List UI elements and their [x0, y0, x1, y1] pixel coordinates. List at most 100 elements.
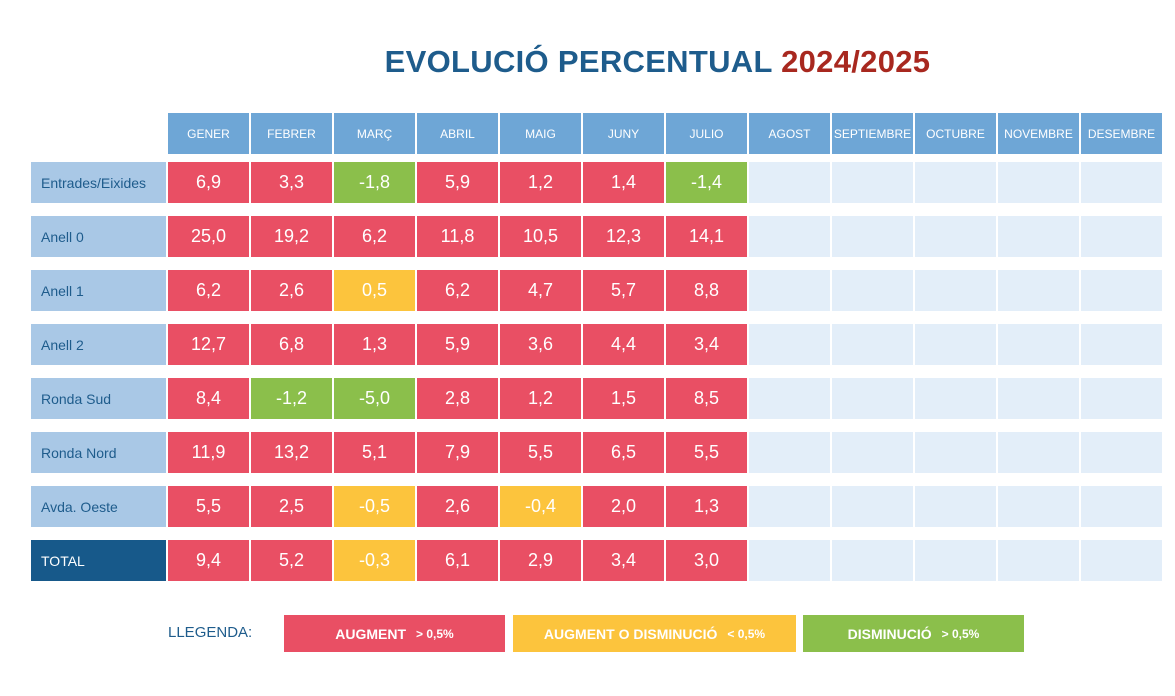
value-cell: -1,2 [251, 378, 332, 419]
value-cell: 6,8 [251, 324, 332, 365]
value-cell: 14,1 [666, 216, 747, 257]
value-cell: -0,5 [334, 486, 415, 527]
value-cell: 6,1 [417, 540, 498, 581]
legend-item-condition: > 0,5% [416, 626, 454, 641]
value-cell: 8,4 [168, 378, 249, 419]
month-header: MAIG [500, 113, 581, 154]
empty-cell [915, 432, 996, 473]
empty-cell [832, 324, 913, 365]
empty-cell [832, 378, 913, 419]
empty-cell [998, 270, 1079, 311]
empty-cell [832, 162, 913, 203]
value-cell: 1,4 [583, 162, 664, 203]
legend-item-increase: AUGMENT > 0,5% [284, 615, 505, 652]
value-cell: 10,5 [500, 216, 581, 257]
empty-cell [1081, 486, 1162, 527]
empty-cell [915, 378, 996, 419]
empty-cell [749, 216, 830, 257]
month-header: AGOST [749, 113, 830, 154]
value-cell: 6,2 [168, 270, 249, 311]
month-header: NOVEMBRE [998, 113, 1079, 154]
value-cell: 1,2 [500, 162, 581, 203]
value-cell: 8,5 [666, 378, 747, 419]
value-cell: -0,3 [334, 540, 415, 581]
empty-cell [832, 540, 913, 581]
value-cell: 2,9 [500, 540, 581, 581]
empty-cell [998, 486, 1079, 527]
empty-cell [1081, 432, 1162, 473]
value-cell: 9,4 [168, 540, 249, 581]
empty-cell [749, 162, 830, 203]
value-cell: 4,7 [500, 270, 581, 311]
empty-cell [1081, 540, 1162, 581]
legend-item-text: AUGMENT O DISMINUCIÓ [543, 625, 718, 642]
empty-cell [998, 162, 1079, 203]
empty-cell [1081, 378, 1162, 419]
month-header: JUNY [583, 113, 664, 154]
empty-cell [1081, 270, 1162, 311]
empty-cell [998, 540, 1079, 581]
empty-cell [998, 324, 1079, 365]
empty-cell [832, 432, 913, 473]
value-cell: 5,5 [500, 432, 581, 473]
value-cell: 2,5 [251, 486, 332, 527]
month-header: MARÇ [334, 113, 415, 154]
value-cell: 11,9 [168, 432, 249, 473]
legend-item-text: AUGMENT [335, 625, 407, 642]
empty-cell [1081, 324, 1162, 365]
legend-item-small-change: AUGMENT O DISMINUCIÓ < 0,5% [513, 615, 796, 652]
row-label: Entrades/Eixides [31, 162, 166, 203]
value-cell: 12,7 [168, 324, 249, 365]
value-cell: 1,3 [334, 324, 415, 365]
empty-cell [749, 432, 830, 473]
value-cell: 3,0 [666, 540, 747, 581]
value-cell: 5,2 [251, 540, 332, 581]
row-label: Avda. Oeste [31, 486, 166, 527]
legend-item-text: DISMINUCIÓ [847, 625, 932, 642]
value-cell: 5,9 [417, 162, 498, 203]
empty-cell [915, 216, 996, 257]
value-cell: -1,4 [666, 162, 747, 203]
value-cell: -0,4 [500, 486, 581, 527]
value-cell: 0,5 [334, 270, 415, 311]
value-cell: 3,4 [666, 324, 747, 365]
empty-cell [832, 270, 913, 311]
empty-cell [915, 540, 996, 581]
empty-cell [1081, 162, 1162, 203]
chart-title: EVOLUCIÓ PERCENTUAL 2024/2025 [0, 44, 1175, 80]
row-label: Anell 2 [31, 324, 166, 365]
legend-item-condition: < 0,5% [727, 626, 766, 641]
value-cell: 2,6 [417, 486, 498, 527]
value-cell: 5,5 [666, 432, 747, 473]
total-row-label: TOTAL [31, 540, 166, 581]
value-cell: 3,3 [251, 162, 332, 203]
month-header: OCTUBRE [915, 113, 996, 154]
empty-cell [832, 486, 913, 527]
value-cell: -5,0 [334, 378, 415, 419]
value-cell: 2,0 [583, 486, 664, 527]
value-cell: 25,0 [168, 216, 249, 257]
row-label: Ronda Nord [31, 432, 166, 473]
empty-cell [749, 486, 830, 527]
value-cell: 8,8 [666, 270, 747, 311]
value-cell: 13,2 [251, 432, 332, 473]
legend-item-condition: > 0,5% [941, 626, 980, 641]
month-header: FEBRER [251, 113, 332, 154]
row-label: Anell 1 [31, 270, 166, 311]
empty-cell [915, 324, 996, 365]
value-cell: 12,3 [583, 216, 664, 257]
value-cell: 2,8 [417, 378, 498, 419]
row-label: Anell 0 [31, 216, 166, 257]
legend-item-decrease: DISMINUCIÓ > 0,5% [803, 615, 1024, 652]
value-cell: 6,2 [417, 270, 498, 311]
month-header: GENER [168, 113, 249, 154]
value-cell: 3,6 [500, 324, 581, 365]
empty-cell [915, 486, 996, 527]
month-header: ABRIL [417, 113, 498, 154]
value-cell: 5,7 [583, 270, 664, 311]
empty-cell [998, 216, 1079, 257]
empty-cell [998, 432, 1079, 473]
empty-cell [749, 540, 830, 581]
value-cell: 3,4 [583, 540, 664, 581]
value-cell: 6,2 [334, 216, 415, 257]
